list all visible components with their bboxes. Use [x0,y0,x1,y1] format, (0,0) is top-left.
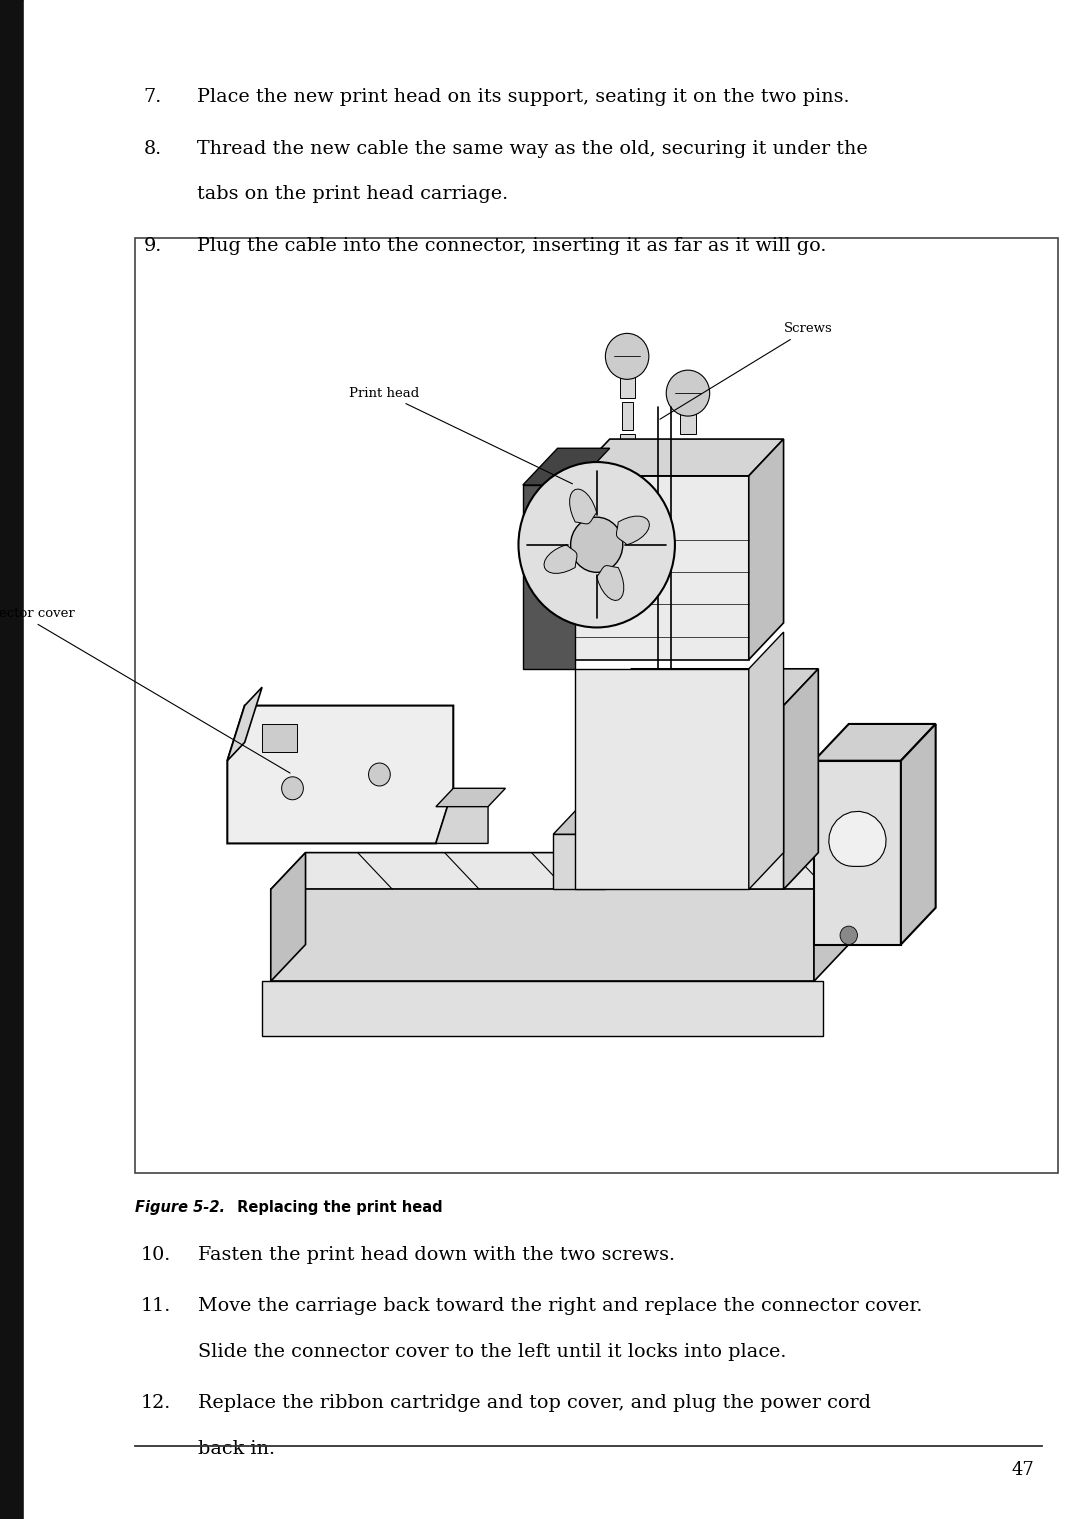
Circle shape [282,776,303,801]
Polygon shape [814,852,849,981]
Polygon shape [436,788,505,807]
Text: 11.: 11. [140,1297,171,1315]
Polygon shape [262,725,297,752]
Polygon shape [784,668,819,890]
Polygon shape [436,788,488,843]
Text: Plug the cable into the connector, inserting it as far as it will go.: Plug the cable into the connector, inser… [197,237,826,255]
Polygon shape [227,687,262,761]
Polygon shape [620,564,635,591]
Polygon shape [901,725,935,945]
Polygon shape [680,407,696,434]
Circle shape [570,516,623,573]
Circle shape [666,371,710,416]
Polygon shape [553,834,606,890]
Text: 12.: 12. [140,1394,171,1413]
Text: Screws: Screws [660,322,833,419]
Polygon shape [575,475,748,659]
Text: Move the carriage back toward the right and replace the connector cover.: Move the carriage back toward the right … [198,1297,922,1315]
Polygon shape [523,448,610,485]
Polygon shape [271,852,306,981]
Polygon shape [575,439,784,475]
Text: Fasten the print head down with the two screws.: Fasten the print head down with the two … [198,1246,675,1264]
Text: Slide the connector cover to the left until it locks into place.: Slide the connector cover to the left un… [198,1343,786,1361]
Polygon shape [597,705,784,890]
Polygon shape [553,807,632,834]
Polygon shape [680,471,696,498]
Circle shape [368,763,390,785]
Bar [0,0,24,1519]
Polygon shape [683,568,693,595]
Polygon shape [814,725,935,761]
Polygon shape [680,600,696,627]
Polygon shape [683,439,693,466]
Circle shape [840,927,858,945]
Text: Connector cover: Connector cover [0,608,291,773]
Polygon shape [271,890,814,981]
Text: 9.: 9. [144,237,162,255]
Polygon shape [748,632,784,890]
Polygon shape [617,516,649,545]
Text: 7.: 7. [144,88,162,106]
Polygon shape [597,668,819,705]
Polygon shape [622,466,633,494]
Polygon shape [597,565,624,600]
Circle shape [518,462,675,627]
Polygon shape [622,403,633,430]
Text: Thread the new cable the same way as the old, securing it under the: Thread the new cable the same way as the… [197,140,867,158]
Text: tabs on the print head carriage.: tabs on the print head carriage. [197,185,508,204]
Polygon shape [620,371,635,398]
Text: Replace the ribbon cartridge and top cover, and plug the power cord: Replace the ribbon cartridge and top cov… [198,1394,870,1413]
Text: back in.: back in. [198,1440,274,1458]
Polygon shape [683,503,693,532]
Polygon shape [622,532,633,559]
Polygon shape [262,981,823,1036]
Polygon shape [828,811,886,866]
Polygon shape [271,852,849,890]
Polygon shape [575,668,748,890]
Text: Figure 5-2.: Figure 5-2. [135,1200,225,1215]
Polygon shape [814,761,901,945]
Text: Print head: Print head [349,387,572,485]
Circle shape [606,333,649,380]
Polygon shape [569,489,597,524]
Text: Place the new print head on its support, seating it on the two pins.: Place the new print head on its support,… [197,88,849,106]
Polygon shape [523,485,575,668]
Polygon shape [620,498,635,527]
Text: Replacing the print head: Replacing the print head [232,1200,443,1215]
Bar [135,238,1058,1173]
Polygon shape [227,705,454,843]
Polygon shape [680,536,696,564]
Text: 8.: 8. [144,140,162,158]
Polygon shape [620,434,635,462]
Text: 47: 47 [1012,1461,1035,1480]
Text: 10.: 10. [140,1246,171,1264]
Polygon shape [748,439,784,659]
Polygon shape [544,545,577,573]
